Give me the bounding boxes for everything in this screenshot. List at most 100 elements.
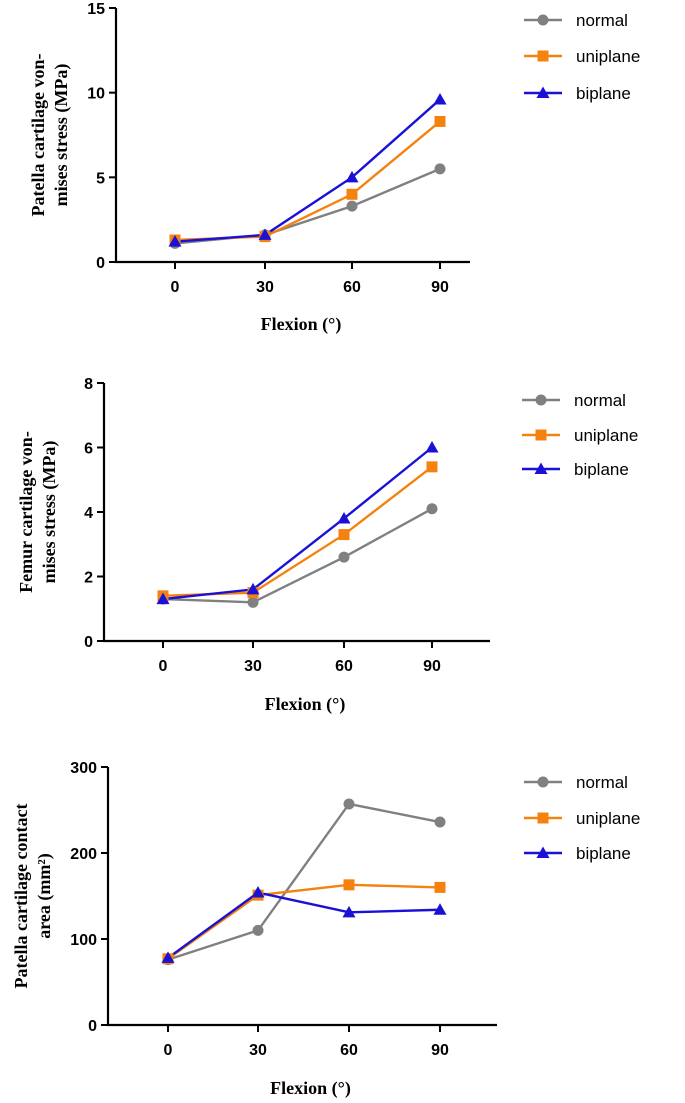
legend-label: normal (574, 391, 626, 410)
x-tick-label: 60 (335, 658, 353, 675)
x-tick-label: 0 (171, 279, 180, 296)
legend-swatch-marker (537, 812, 549, 824)
series-line-uniplane (174, 120, 441, 242)
legend-label: uniplane (576, 809, 640, 828)
x-axis-title: Flexion (°) (261, 314, 342, 335)
data-point-uniplane (343, 879, 355, 891)
legend-swatch-marker (536, 846, 550, 858)
data-point-biplane (251, 886, 265, 898)
legend-swatch-marker (535, 429, 547, 441)
data-point-biplane (258, 228, 272, 240)
legend-swatch-marker (537, 50, 549, 62)
y-tick-label: 0 (96, 255, 105, 272)
y-tick-label: 200 (70, 846, 97, 863)
legend-label: normal (576, 11, 628, 30)
y-axis-title-line: mises stress (MPa) (51, 64, 72, 207)
data-point-uniplane (434, 881, 446, 893)
x-tick-label: 0 (159, 658, 168, 675)
y-tick-label: 10 (87, 86, 105, 103)
data-point-normal (247, 596, 259, 608)
legend-item-biplane: biplane (522, 460, 629, 479)
data-point-uniplane (434, 115, 446, 127)
x-axis-title: Flexion (°) (265, 694, 346, 715)
data-point-biplane (342, 905, 356, 918)
data-point-biplane (337, 511, 351, 524)
legend-item-biplane: biplane (524, 84, 631, 103)
series-line-normal (162, 507, 433, 604)
x-tick-label: 60 (343, 279, 361, 296)
legend-item-normal: normal (522, 391, 626, 410)
x-tick-label: 90 (431, 279, 449, 296)
data-point-biplane (345, 170, 359, 183)
data-point-biplane (433, 92, 447, 105)
x-tick-label: 0 (164, 1042, 173, 1059)
legend-swatch-marker (536, 86, 550, 98)
chart-panel-2: 0 2 4 6 8 0 30 60 90 Flexion (°) Femur cartilage v… (16, 376, 638, 715)
y-tick-label: 15 (87, 1, 105, 18)
x-tick-label: 30 (256, 279, 274, 296)
legend-label: biplane (576, 84, 631, 103)
data-point-normal (343, 798, 355, 810)
data-point-normal (252, 924, 264, 936)
legend-swatch-marker (534, 462, 548, 474)
legend-swatch-marker (537, 14, 549, 26)
legend-label: normal (576, 773, 628, 792)
y-tick-label: 8 (84, 376, 93, 393)
y-tick-label: 0 (84, 634, 93, 651)
legend-swatch-marker (535, 394, 547, 406)
data-point-normal (346, 200, 358, 212)
data-point-uniplane (426, 461, 438, 473)
legend-item-uniplane: uniplane (524, 47, 640, 66)
y-tick-label: 2 (84, 570, 93, 587)
data-point-normal (426, 503, 438, 515)
y-axis-title-line: Patella cartilage contact (11, 804, 31, 989)
y-axis-title: Femur cartilage von-mises stress (MPa) (16, 431, 60, 593)
y-axis-title-line: Femur cartilage von- (16, 431, 36, 593)
chart-panel-1: 0 5 10 15 0 30 60 90 Flexion (°) Patella cartilag… (28, 1, 640, 335)
data-point-uniplane (338, 529, 350, 541)
y-tick-label: 300 (70, 760, 97, 777)
x-axis-title: Flexion (°) (270, 1078, 351, 1099)
legend-swatch-marker (537, 776, 549, 788)
legend-label: uniplane (576, 47, 640, 66)
y-axis-title-line: Patella cartilage von- (28, 54, 48, 217)
data-point-biplane (246, 582, 260, 595)
x-tick-label: 30 (244, 658, 262, 675)
series-line-uniplane (167, 883, 441, 960)
legend-item-uniplane: uniplane (522, 426, 638, 445)
legend-label: uniplane (574, 426, 638, 445)
data-point-biplane (168, 235, 182, 247)
data-point-normal (434, 163, 446, 175)
legend-item-normal: normal (524, 11, 628, 30)
data-point-biplane (425, 441, 439, 453)
y-axis-title-line: area (mm²) (34, 853, 55, 939)
x-tick-label: 60 (340, 1042, 358, 1059)
data-point-biplane (433, 903, 447, 915)
x-tick-label: 90 (431, 1042, 449, 1059)
data-point-normal (338, 551, 350, 563)
x-tick-label: 90 (423, 658, 441, 675)
legend-label: biplane (574, 460, 629, 479)
data-point-uniplane (346, 188, 358, 200)
data-point-biplane (156, 592, 170, 605)
series-line-biplane (167, 891, 441, 959)
series-line-normal (167, 802, 441, 961)
y-tick-label: 5 (96, 170, 105, 187)
y-axis-title: Patella cartilage von-mises stress (MPa) (28, 54, 72, 217)
y-tick-label: 100 (70, 932, 97, 949)
series-line-biplane (162, 446, 433, 601)
y-tick-label: 0 (88, 1018, 97, 1035)
y-tick-label: 4 (84, 505, 93, 522)
x-tick-label: 30 (249, 1042, 267, 1059)
legend-label: biplane (576, 844, 631, 863)
series-line-biplane (174, 98, 441, 243)
legend-item-biplane: biplane (524, 844, 631, 863)
data-point-biplane (161, 951, 175, 963)
legend-item-uniplane: uniplane (524, 809, 640, 828)
legend-item-normal: normal (524, 773, 628, 792)
y-axis-title-line: mises stress (MPa) (39, 441, 60, 584)
chart-panel-3: 0 100 200 300 0 30 60 90 Flexion (°) Patella cart… (11, 760, 640, 1099)
y-tick-label: 6 (84, 441, 93, 458)
data-point-normal (434, 816, 446, 828)
